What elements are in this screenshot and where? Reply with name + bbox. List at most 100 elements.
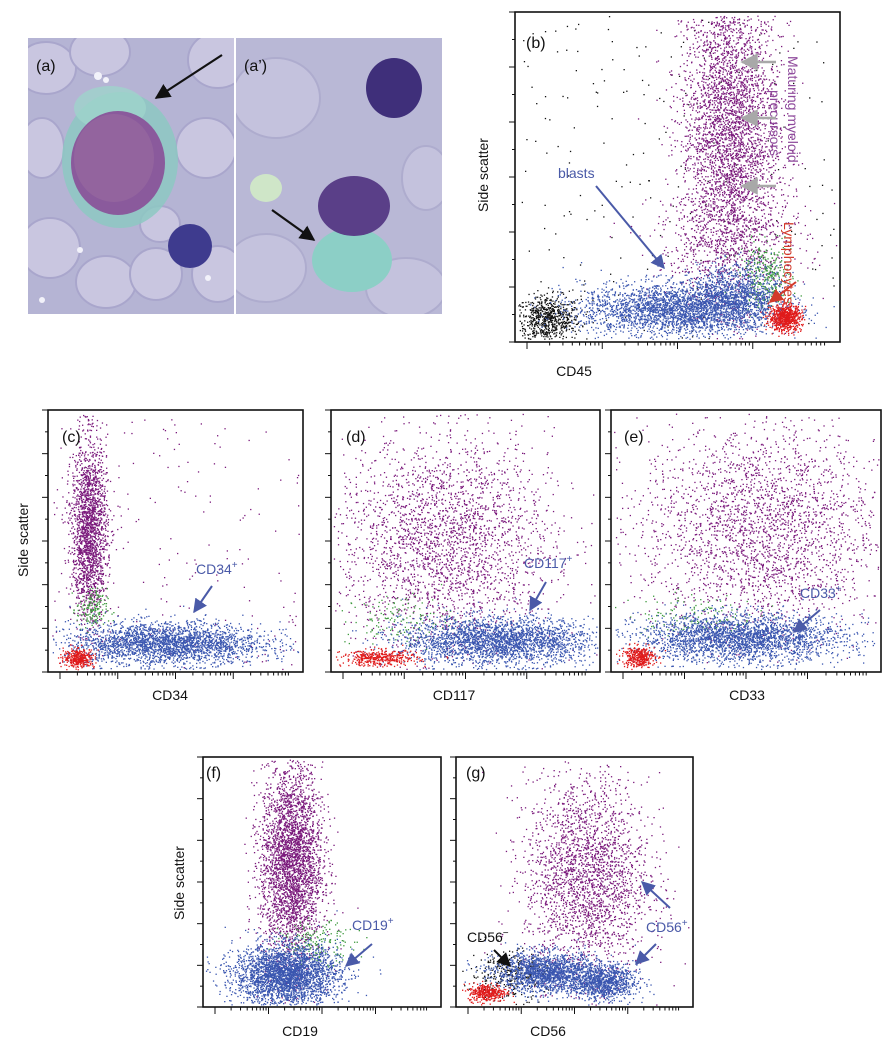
- point: [719, 167, 720, 168]
- point: [726, 70, 727, 71]
- point: [545, 321, 546, 322]
- point: [716, 112, 717, 113]
- point: [713, 166, 714, 167]
- point: [762, 173, 763, 174]
- point: [729, 93, 730, 94]
- point: [552, 329, 553, 330]
- point: [705, 82, 706, 83]
- point: [574, 337, 575, 338]
- point: [705, 61, 706, 62]
- point: [672, 74, 673, 75]
- point: [714, 97, 715, 98]
- point: [695, 30, 696, 31]
- point: [549, 310, 550, 311]
- point: [739, 157, 740, 158]
- point: [565, 314, 566, 315]
- point: [549, 249, 550, 250]
- point: [754, 153, 755, 154]
- point: [736, 98, 737, 99]
- point: [755, 112, 756, 113]
- point: [557, 310, 558, 311]
- point: [756, 250, 757, 251]
- point: [740, 28, 741, 29]
- point: [724, 158, 725, 159]
- point: [745, 101, 746, 102]
- point: [746, 253, 747, 254]
- point: [550, 319, 551, 320]
- point: [739, 338, 740, 339]
- point: [745, 173, 746, 174]
- point: [716, 134, 717, 135]
- point: [709, 246, 710, 247]
- point: [534, 335, 535, 336]
- point: [745, 218, 746, 219]
- point: [736, 119, 737, 120]
- point: [743, 143, 744, 144]
- point: [726, 109, 727, 110]
- point: [771, 69, 772, 70]
- point: [714, 158, 715, 159]
- point: [761, 261, 762, 262]
- point: [736, 167, 737, 168]
- point: [775, 189, 776, 190]
- point: [690, 134, 691, 135]
- point: [723, 243, 724, 244]
- point: [545, 302, 546, 303]
- point: [733, 224, 734, 225]
- point: [540, 310, 541, 311]
- point: [540, 299, 541, 300]
- point: [761, 268, 762, 269]
- point: [681, 122, 682, 123]
- point: [520, 321, 521, 322]
- point: [747, 82, 748, 83]
- point: [552, 317, 553, 318]
- point: [612, 41, 613, 42]
- point: [699, 52, 700, 53]
- point: [823, 62, 824, 63]
- point: [526, 139, 527, 140]
- point: [715, 110, 716, 111]
- point: [713, 142, 714, 143]
- point: [533, 320, 534, 321]
- point: [621, 186, 622, 187]
- point: [557, 298, 558, 299]
- point: [738, 93, 739, 94]
- point: [690, 139, 691, 140]
- point: [691, 97, 692, 98]
- point: [686, 37, 687, 38]
- point: [690, 156, 691, 157]
- point: [710, 146, 711, 147]
- point: [710, 44, 711, 45]
- point: [690, 213, 691, 214]
- point: [719, 81, 720, 82]
- point: [699, 216, 700, 217]
- point: [669, 137, 670, 138]
- point: [714, 80, 715, 81]
- point: [534, 332, 535, 333]
- point: [748, 176, 749, 177]
- point: [716, 79, 717, 80]
- point: [662, 224, 663, 225]
- point: [741, 139, 742, 140]
- point: [722, 85, 723, 86]
- point: [729, 262, 730, 263]
- point: [728, 153, 729, 154]
- point: [727, 145, 728, 146]
- point: [703, 228, 704, 229]
- point: [606, 320, 607, 321]
- point: [571, 320, 572, 321]
- point: [563, 304, 564, 305]
- point: [704, 161, 705, 162]
- point: [714, 115, 715, 116]
- point: [752, 78, 753, 79]
- point: [724, 47, 725, 48]
- point: [550, 307, 551, 308]
- point: [696, 240, 697, 241]
- point: [750, 164, 751, 165]
- point: [739, 191, 740, 192]
- point: [721, 209, 722, 210]
- point: [555, 336, 556, 337]
- point: [524, 320, 525, 321]
- point: [748, 146, 749, 147]
- point: [539, 315, 540, 316]
